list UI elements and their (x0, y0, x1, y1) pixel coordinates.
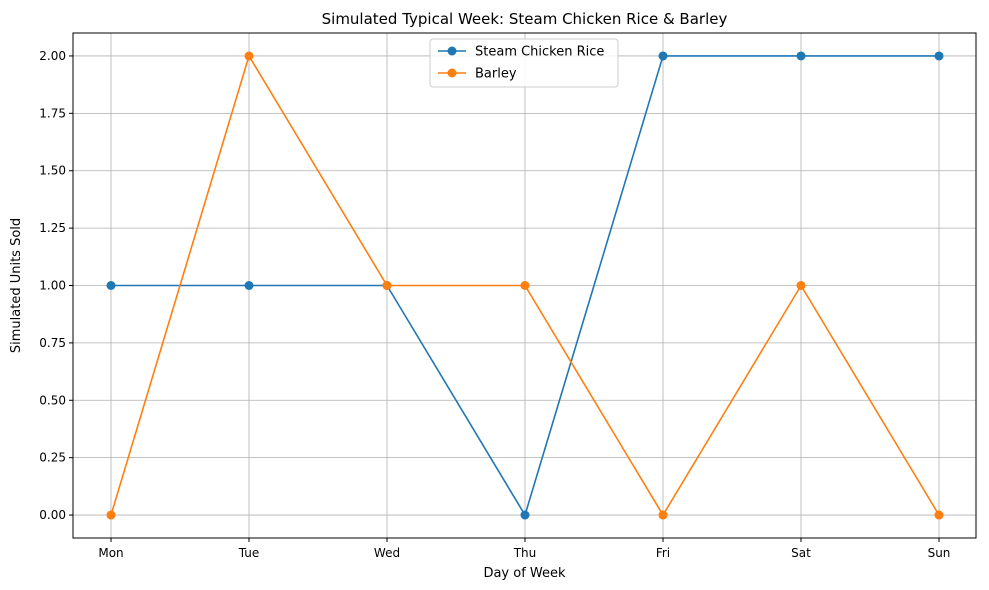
data-point-steam-chicken-rice (658, 51, 668, 61)
x-axis: Mon Tue Wed Thu Fri Sat Sun (98, 538, 950, 560)
legend: Steam Chicken Rice Barley (429, 38, 619, 88)
x-axis-label: Day of Week (483, 566, 566, 581)
x-tick-label: Fri (656, 546, 670, 560)
y-axis-label: Simulated Units Sold (9, 218, 24, 353)
y-tick-label: 1.75 (39, 106, 66, 120)
data-point-steam-chicken-rice (520, 510, 530, 520)
y-tick-label: 2.00 (39, 49, 66, 63)
data-point-steam-chicken-rice (106, 281, 116, 290)
legend-marker-barley (447, 68, 457, 78)
legend-label-steam-chicken-rice: Steam Chicken Rice (475, 45, 604, 60)
y-tick-label: 0.50 (39, 393, 66, 407)
y-tick-label: 0.00 (39, 508, 66, 522)
data-point-barley (106, 510, 116, 520)
data-point-steam-chicken-rice (244, 281, 254, 290)
y-tick-label: 0.75 (39, 336, 66, 350)
y-tick-label: 1.50 (39, 164, 66, 178)
y-tick-label: 0.25 (39, 451, 66, 465)
x-tick-label: Mon (98, 546, 123, 560)
legend-label-barley: Barley (475, 67, 517, 82)
y-tick-label: 1.25 (39, 221, 66, 235)
series-group (106, 51, 944, 520)
x-tick-label: Wed (374, 546, 400, 560)
data-point-barley (520, 281, 530, 290)
data-point-steam-chicken-rice (796, 51, 806, 61)
x-tick-label: Sat (791, 546, 811, 560)
legend-box (429, 38, 619, 88)
data-point-steam-chicken-rice (934, 51, 944, 61)
y-axis: 0.00 0.25 0.50 0.75 1.00 1.25 1.50 1.75 2.00 (39, 49, 73, 522)
data-point-barley (796, 281, 806, 290)
legend-marker-steam-chicken-rice (447, 46, 457, 56)
data-point-barley (244, 51, 254, 61)
data-point-barley (382, 281, 392, 290)
x-tick-label: Tue (238, 546, 260, 560)
chart-title: Simulated Typical Week: Steam Chicken Ri… (322, 10, 728, 28)
y-tick-label: 1.00 (39, 279, 66, 293)
data-point-barley (658, 510, 668, 520)
data-point-barley (934, 510, 944, 520)
x-tick-label: Thu (513, 546, 537, 560)
x-tick-label: Sun (928, 546, 951, 560)
